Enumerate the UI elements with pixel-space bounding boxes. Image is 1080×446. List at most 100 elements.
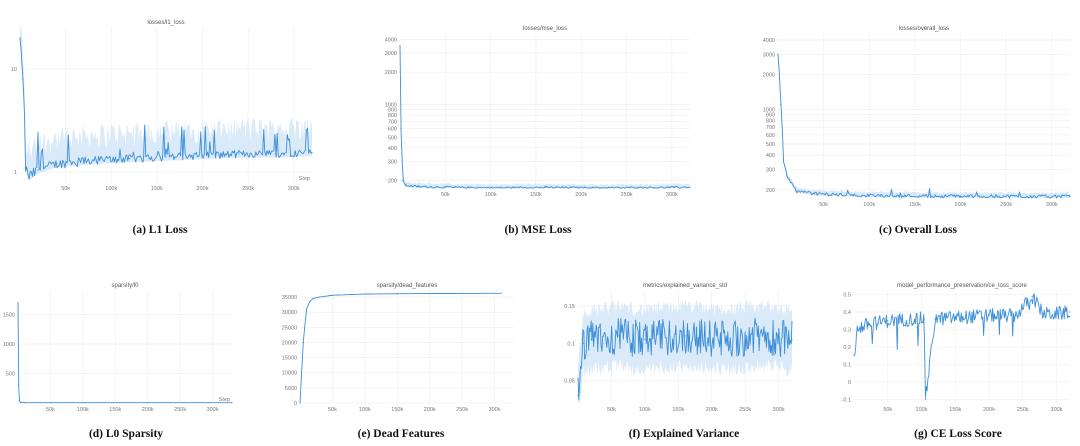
x-tick-label: 200k (983, 407, 995, 413)
data-point (996, 195, 998, 197)
chart-panel-mse-loss: losses/mse_loss 4000 3000 2000 1000 900 800 700… (374, 20, 694, 198)
x-tick-label: 100k (485, 192, 497, 198)
data-point (299, 402, 301, 404)
y-tick-label: 3000 (763, 52, 775, 58)
y-tick-label: 10 (11, 67, 17, 73)
x-tick-label: 100k (359, 407, 371, 413)
chart-title: sparsity/l0 (111, 283, 139, 289)
series-line (577, 317, 793, 401)
chart-title: losses/overall_loss (899, 26, 949, 32)
chart-title: metrics/explained_variance_std (643, 283, 727, 289)
data-point (396, 293, 398, 295)
x-tick-label: 300k (207, 407, 219, 413)
data-point (500, 292, 502, 294)
data-point (18, 384, 20, 386)
x-tick-label: 200k (706, 407, 718, 413)
series-line (853, 293, 1071, 399)
data-point (934, 318, 936, 320)
data-point (961, 316, 963, 318)
data-point (19, 401, 22, 404)
chart-panel-dead-features: sparsity/dead_features 35000 30000 25000 200… (278, 279, 518, 413)
y-tick-label: 600 (766, 133, 775, 139)
data-point (1031, 295, 1033, 297)
data-point (49, 402, 52, 404)
x-tick-label: 250k (242, 186, 254, 192)
x-tick-label: 150k (672, 407, 684, 413)
data-point (579, 372, 581, 374)
caption-overall-loss: (c) Overall Loss (879, 224, 957, 236)
data-point (853, 355, 855, 357)
y-tick-label: 0.05 (564, 379, 575, 385)
y-tick-label: 0.3 (843, 328, 851, 334)
data-point (1015, 314, 1017, 317)
x-tick-label: 250k (739, 407, 751, 413)
ce-loss-score-chart: model_performance_preservation/ce_loss_s… (842, 283, 1071, 413)
data-point (887, 320, 889, 322)
series-band (778, 51, 1070, 199)
data-point (404, 184, 407, 186)
y-tick-label: 800 (388, 113, 397, 119)
dead-features-chart: sparsity/dead_features 35000 30000 25000 200… (282, 283, 514, 413)
chart-title: losses/mse_loss (523, 26, 567, 32)
series-line (299, 292, 501, 404)
data-point (914, 318, 916, 320)
explained-variance-chart: metrics/explained_variance_std 0.15 0.1 0.0… (564, 283, 793, 413)
y-tick-label: 4000 (763, 38, 775, 44)
x-tick-label: 100k (916, 407, 928, 413)
series-line (399, 45, 690, 189)
y-tick-label: 500 (6, 372, 15, 378)
data-point (856, 328, 858, 331)
data-point (786, 176, 788, 178)
y-tick-label: 5000 (285, 386, 297, 392)
x-tick-label: 50k (61, 186, 70, 192)
y-tick-label: 0 (294, 401, 297, 407)
data-point (28, 176, 30, 178)
data-point (318, 296, 321, 298)
x-tick-label: 300k (489, 407, 501, 413)
data-point (417, 186, 419, 188)
data-point (309, 300, 311, 303)
data-point (201, 154, 204, 156)
data-point (22, 78, 24, 80)
y-tick-label: 400 (388, 146, 397, 152)
x-tick-label: 150k (949, 407, 961, 413)
data-point (364, 293, 366, 295)
y-tick-label: 0.2 (843, 345, 851, 351)
data-point (684, 335, 686, 337)
x-axis-label: Step (219, 397, 230, 403)
data-point (461, 292, 463, 295)
data-point (850, 194, 852, 196)
x-tick-label: 300k (1046, 202, 1058, 208)
data-point (923, 318, 925, 320)
x-tick-label: 200k (955, 202, 967, 208)
y-tick-label: 2000 (385, 70, 397, 76)
l0-sparsity-chart: sparsity/l0 1500 1000 500 50k 100k 150k 200k 250… (3, 283, 233, 413)
data-point (924, 398, 927, 401)
x-tick-label: 300k (773, 407, 785, 413)
x-tick-label: 250k (621, 192, 633, 198)
x-tick-label: 200k (424, 407, 436, 413)
y-tick-label: 700 (766, 125, 775, 131)
data-point (165, 156, 167, 158)
data-point (302, 341, 304, 344)
x-tick-label: 250k (174, 407, 186, 413)
data-point (429, 292, 431, 295)
data-point (402, 179, 404, 181)
y-tick-label: 30000 (282, 310, 297, 316)
y-tick-label: 400 (766, 153, 775, 159)
data-point (780, 103, 782, 106)
data-point (274, 153, 277, 155)
x-tick-label: 200k (575, 192, 587, 198)
y-tick-label: 700 (388, 119, 397, 125)
data-point (582, 342, 584, 344)
data-point (231, 402, 233, 404)
data-point (1032, 195, 1035, 198)
x-tick-label: 100k (105, 186, 117, 192)
data-point (782, 161, 785, 163)
y-tick-label: 200 (388, 178, 397, 184)
x-tick-label: 200k (197, 186, 209, 192)
x-tick-label: 150k (530, 192, 542, 198)
y-tick-label: 0.1 (567, 341, 575, 347)
x-tick-label: 150k (151, 186, 163, 192)
